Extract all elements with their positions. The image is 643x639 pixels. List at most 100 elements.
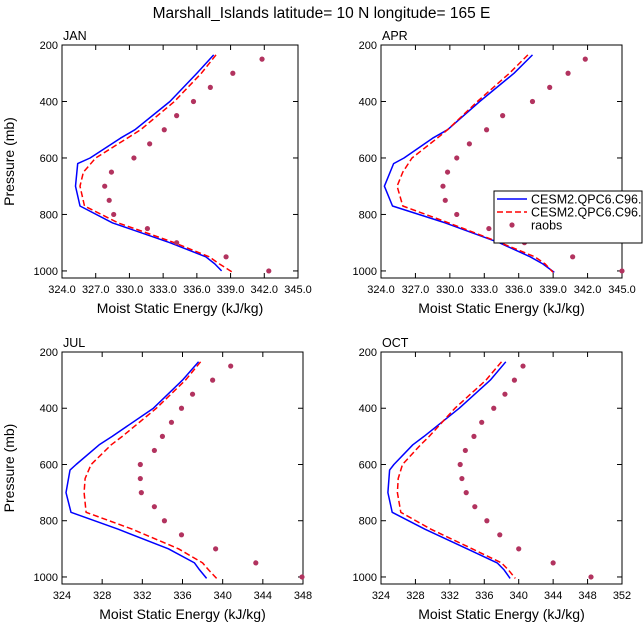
x-axis-label: Moist Static Energy (kJ/kg) <box>97 300 264 316</box>
raob-point <box>106 197 112 203</box>
legend-label-model1: CESM2.QPC6.C96. <box>531 193 641 207</box>
x-tick-label: 328 <box>93 590 111 602</box>
raob-point <box>189 391 196 397</box>
raob-point <box>442 197 448 203</box>
y-tick-label: 200 <box>359 347 377 359</box>
panel-title: JUL <box>63 336 85 350</box>
series-line-model1 <box>65 361 208 579</box>
raob-point <box>223 254 229 260</box>
y-tick-label: 800 <box>40 516 58 528</box>
x-tick-label: 330.0 <box>436 284 464 296</box>
raob-point <box>210 377 216 383</box>
raob-point <box>444 169 451 175</box>
raob-point <box>570 254 576 260</box>
series-line-model2 <box>79 54 234 274</box>
raob-point <box>511 377 518 383</box>
y-tick-label: 400 <box>40 96 58 108</box>
raob-point <box>479 419 485 425</box>
raob-point <box>550 560 556 566</box>
raob-point <box>161 127 167 133</box>
raob-point <box>459 475 465 482</box>
raob-point <box>108 169 115 175</box>
x-tick-label: 324.0 <box>48 284 76 296</box>
x-tick-label: 345.0 <box>284 284 312 296</box>
x-tick-label: 327.0 <box>402 284 430 296</box>
raob-point <box>502 391 508 397</box>
y-tick-label: 200 <box>40 347 58 359</box>
x-tick-label: 352 <box>613 590 631 602</box>
y-tick-label: 800 <box>359 209 377 221</box>
y-tick-label: 200 <box>359 40 377 52</box>
raob-point <box>500 113 506 119</box>
y-axis-label: Pressure (mb) <box>1 117 17 206</box>
raob-point <box>213 546 219 552</box>
y-tick-label: 400 <box>40 403 58 415</box>
y-tick-label: 600 <box>359 459 377 471</box>
x-tick-label: 328 <box>406 590 424 602</box>
legend-label-raobs: raobs <box>531 219 562 233</box>
y-axis-label: Pressure (mb) <box>1 424 17 513</box>
raob-point <box>547 84 553 90</box>
legend-marker-raobs <box>509 222 515 228</box>
y-tick-label: 1000 <box>34 266 58 278</box>
x-tick-label: 348 <box>578 590 596 602</box>
raob-point <box>454 155 460 161</box>
panel-jul: 324 328 332 336 340 344 348 200 400 600 800 1000 JUL… <box>1 336 312 622</box>
raob-point <box>516 546 522 552</box>
plot-frame <box>61 351 304 585</box>
raob-point <box>529 98 536 105</box>
x-axis-label: Moist Static Energy (kJ/kg) <box>418 606 585 622</box>
series-line-model1 <box>74 54 223 272</box>
y-tick-label: 800 <box>359 516 377 528</box>
legend-label-model2: CESM2.QPC6.C96. <box>531 206 641 220</box>
raob-point <box>137 475 143 482</box>
raob-point <box>111 211 117 218</box>
x-axis-label: Moist Static Energy (kJ/kg) <box>418 300 585 316</box>
plot-frame <box>61 44 299 279</box>
series-line-model2 <box>396 54 554 273</box>
raob-point <box>484 518 490 524</box>
x-tick-label: 336 <box>173 590 191 602</box>
raob-point <box>462 447 468 454</box>
raob-point <box>174 240 180 246</box>
raob-point <box>174 113 180 119</box>
x-tick-label: 324 <box>53 590 71 602</box>
raob-point <box>483 127 490 133</box>
raob-point <box>144 225 151 232</box>
raob-point <box>299 574 305 580</box>
x-tick-label: 332 <box>133 590 151 602</box>
raob-point <box>161 518 168 524</box>
x-tick-label: 342.0 <box>251 284 279 296</box>
raob-point <box>228 363 234 369</box>
x-tick-label: 324 <box>372 590 390 602</box>
raob-point <box>259 56 265 62</box>
panel-oct: 324 328 332 336 340 344 348 352 200 400 600 800 1000… <box>353 336 632 622</box>
legend: CESM2.QPC6.C96. CESM2.QPC6.C96. raobs <box>493 190 643 244</box>
y-tick-label: 600 <box>40 459 58 471</box>
y-tick-label: 1000 <box>353 266 377 278</box>
raob-point <box>151 447 157 454</box>
x-tick-label: 336.0 <box>505 284 533 296</box>
raob-point <box>471 433 477 439</box>
x-tick-label: 345.0 <box>608 284 636 296</box>
x-tick-label: 342.0 <box>574 284 602 296</box>
y-tick-label: 800 <box>40 209 58 221</box>
raob-point <box>582 56 588 62</box>
raob-point <box>207 84 213 90</box>
raob-point <box>168 419 175 425</box>
x-tick-label: 327.0 <box>82 284 110 296</box>
panel-title: APR <box>382 29 408 43</box>
x-tick-label: 348 <box>294 590 312 602</box>
x-tick-label: 339.0 <box>539 284 567 296</box>
plot-frame <box>380 44 623 279</box>
plot-frame <box>380 351 623 585</box>
y-tick-label: 1000 <box>353 572 377 584</box>
x-axis-label: Moist Static Energy (kJ/kg) <box>99 606 266 622</box>
x-tick-label: 340 <box>213 590 231 602</box>
x-tick-label: 332 <box>441 590 459 602</box>
y-tick-label: 1000 <box>34 572 58 584</box>
y-tick-label: 400 <box>359 403 377 415</box>
raob-point <box>466 141 472 147</box>
raob-point <box>253 560 259 566</box>
